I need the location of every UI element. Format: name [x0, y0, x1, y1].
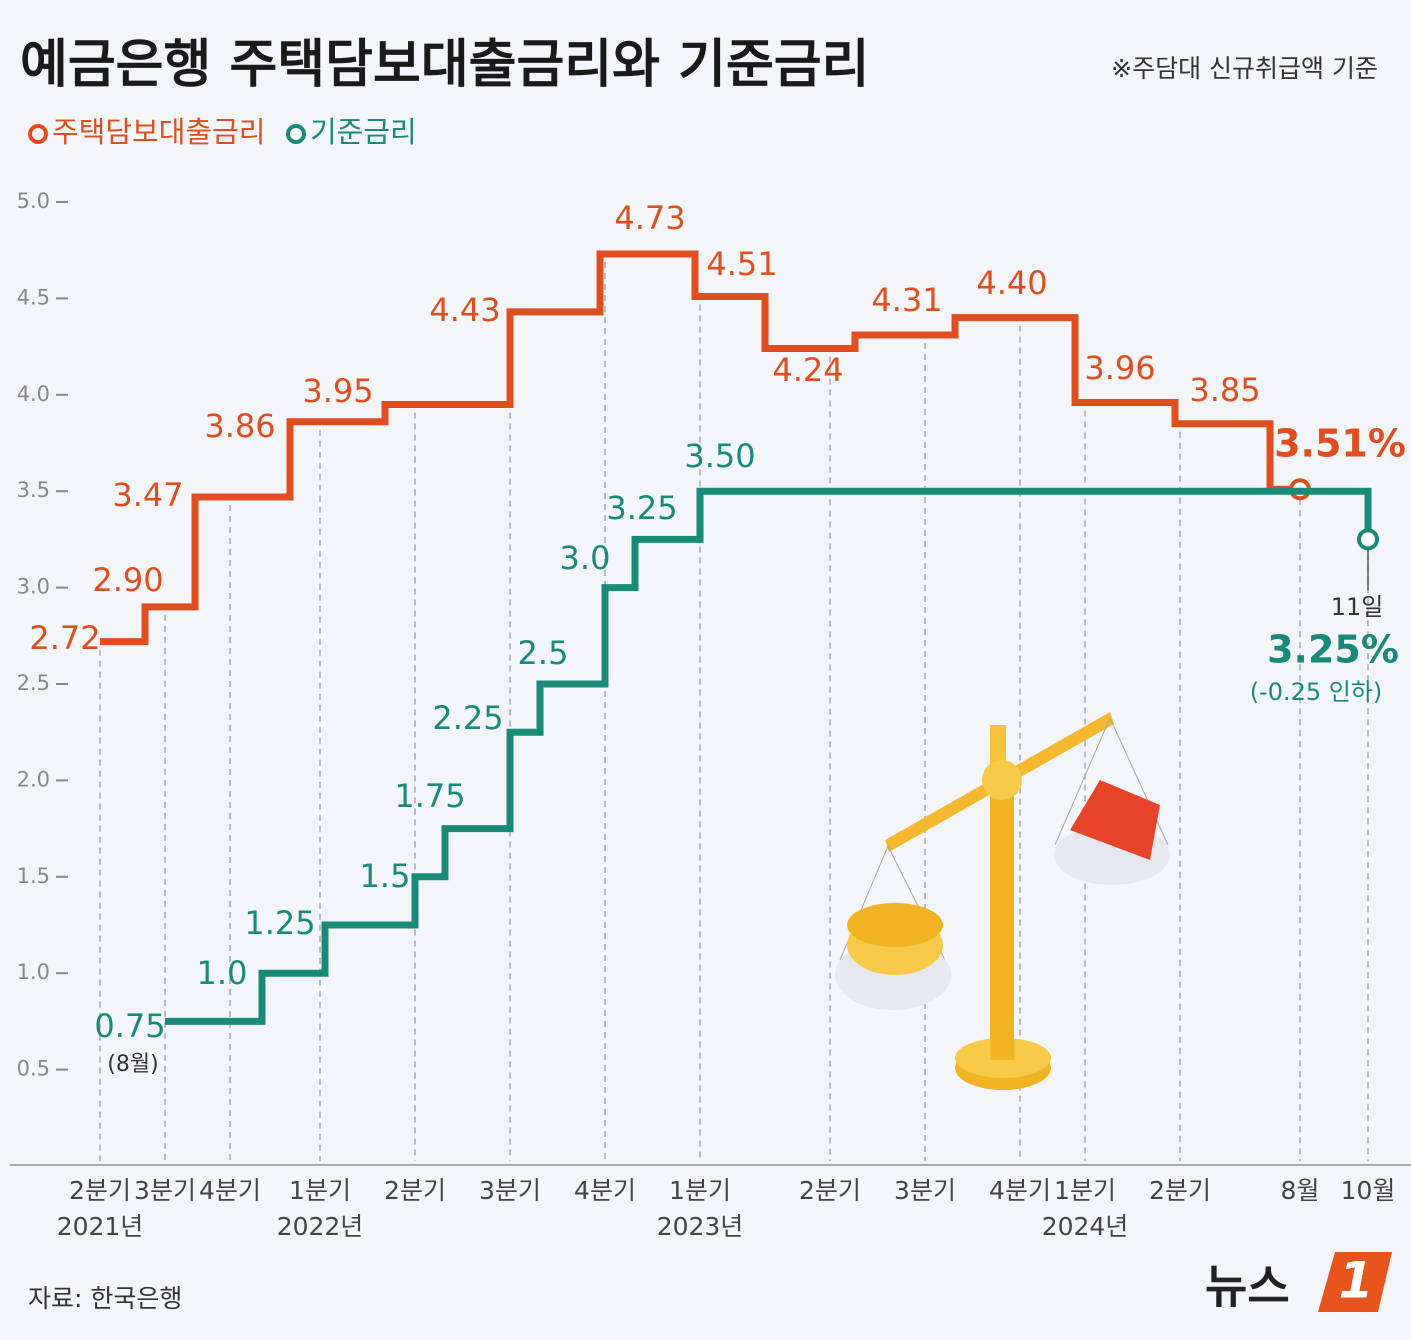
annotation: (-0.25 인하) — [1250, 678, 1383, 706]
y-tick-label: 1.5 — [17, 864, 50, 888]
data-label: 3.95 — [302, 372, 373, 410]
legend: 주택담보대출금리 기준금리 — [28, 115, 417, 149]
x-tick-label: 2분기 — [69, 1176, 131, 1205]
data-label: 3.85 — [1189, 371, 1260, 409]
data-label: 0.75 — [94, 1007, 165, 1045]
x-tick-label: 4분기 — [199, 1176, 261, 1205]
data-label: 1.0 — [197, 954, 248, 992]
x-tick-label: 2021년 — [57, 1212, 144, 1241]
y-tick-label: 2.5 — [17, 671, 50, 695]
data-label: 1.75 — [394, 777, 465, 815]
data-label: 1.25 — [244, 904, 315, 942]
x-tick-label: 3분기 — [479, 1176, 541, 1205]
x-tick-label: 1분기 — [669, 1176, 731, 1205]
x-tick-label: 1분기 — [1054, 1176, 1116, 1205]
data-label: 3.51% — [1274, 422, 1406, 466]
data-label: 3.0 — [560, 539, 611, 577]
data-label: 3.47 — [112, 476, 183, 514]
end-marker — [1357, 528, 1379, 551]
data-label: 3.50 — [684, 437, 755, 475]
data-label: 2.5 — [518, 634, 569, 672]
data-label: 2.25 — [432, 699, 503, 737]
x-tick-label: 8월 — [1281, 1176, 1320, 1205]
logo-text: 뉴스 — [1205, 1260, 1290, 1314]
legend-marker — [28, 124, 48, 144]
data-label: 4.51 — [706, 245, 777, 283]
y-tick-label: 0.5 — [17, 1057, 50, 1081]
data-label: 4.43 — [429, 291, 500, 329]
x-tick-label: 1분기 — [289, 1176, 351, 1205]
logo: 뉴스 1 — [1205, 1252, 1392, 1314]
y-tick-label: 5.0 — [17, 189, 50, 213]
data-label: 3.25 — [606, 489, 677, 527]
x-tick-label: 2분기 — [384, 1176, 446, 1205]
y-tick-label: 2.0 — [17, 767, 50, 791]
y-tick-label: 1.0 — [17, 960, 50, 984]
legend-label: 기준금리 — [310, 115, 417, 149]
data-label: 2.72 — [29, 619, 100, 657]
annotation: 11일 — [1331, 593, 1384, 621]
y-tick-label: 4.5 — [17, 285, 50, 309]
y-tick-label: 3.5 — [17, 478, 50, 502]
series-line — [100, 250, 1300, 646]
legend-marker — [286, 124, 306, 144]
annotation: (8월) — [107, 1052, 158, 1077]
data-label: 3.86 — [204, 407, 275, 445]
chart-title: 예금은행 주택담보대출금리와 기준금리 — [20, 35, 870, 95]
x-tick-label: 4분기 — [989, 1176, 1051, 1205]
x-tick-label: 2024년 — [1042, 1212, 1129, 1241]
data-label: 4.24 — [772, 351, 843, 389]
x-tick-label: 2023년 — [657, 1212, 744, 1241]
y-tick-label: 3.0 — [17, 575, 50, 599]
note: ※주담대 신규취급액 기준 — [1111, 54, 1378, 83]
source: 자료: 한국은행 — [28, 1284, 182, 1313]
x-tick-label: 3분기 — [134, 1176, 196, 1205]
series-line — [165, 487, 1372, 1025]
x-tick-label: 4분기 — [574, 1176, 636, 1205]
x-tick-label: 2022년 — [277, 1212, 364, 1241]
data-label: 2.90 — [92, 561, 163, 599]
x-tick-label: 10월 — [1341, 1176, 1396, 1205]
data-label: 4.31 — [871, 281, 942, 319]
logo-mark: 1 — [1339, 1252, 1374, 1310]
x-tick-label: 3분기 — [894, 1176, 956, 1205]
scale-illustration — [835, 712, 1170, 1090]
data-label: 3.96 — [1084, 349, 1155, 387]
data-label: 1.5 — [360, 857, 411, 895]
x-tick-label: 2분기 — [799, 1176, 861, 1205]
data-label: 3.25% — [1267, 628, 1399, 672]
logo-shape — [1318, 1252, 1392, 1312]
data-label: 4.73 — [614, 199, 685, 237]
x-tick-label: 2분기 — [1149, 1176, 1211, 1205]
y-tick-label: 4.0 — [17, 382, 50, 406]
data-label: 4.40 — [976, 264, 1047, 302]
legend-label: 주택담보대출금리 — [52, 115, 265, 149]
